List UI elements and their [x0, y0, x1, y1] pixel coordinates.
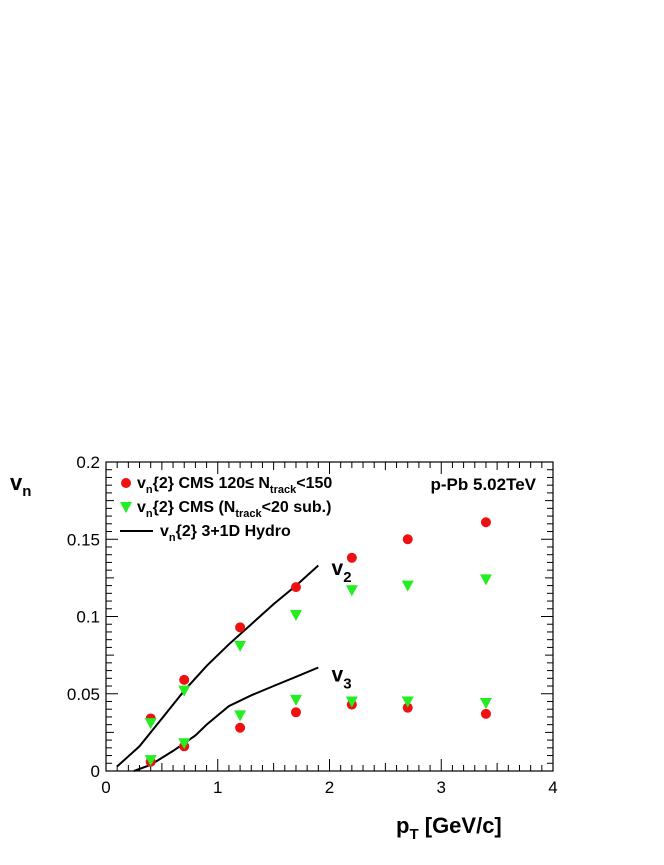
legend-text-part: <150 — [296, 475, 332, 492]
data-point-triangle-v3 — [345, 696, 358, 708]
data-point-triangle-v3 — [479, 698, 492, 710]
hydro-curve-v3 — [133, 666, 319, 772]
y-tick-label: 0.15 — [67, 530, 100, 549]
annotation-main: v — [332, 663, 344, 686]
legend-text-part: n — [146, 484, 153, 496]
hydro-curves — [116, 564, 319, 772]
x-tick-label: 4 — [548, 778, 557, 797]
legend-text-part: n — [169, 532, 176, 544]
data-point-triangle-v2 — [479, 574, 492, 586]
data-point-triangle-v2 — [289, 609, 302, 621]
data-point-circle-v2 — [480, 517, 491, 528]
x-tick-label: 0 — [101, 778, 110, 797]
legend-text-part: track — [235, 508, 262, 520]
y-tick-label: 0 — [91, 762, 100, 781]
legend-entry-text: vn{2} 3+1D Hydro — [160, 523, 291, 544]
data-point-circle-v2 — [179, 674, 190, 685]
legend-text-part: {2} 3+1D Hydro — [176, 523, 291, 540]
data-point-triangle-v3 — [401, 696, 414, 708]
annotation-v3: v3 — [332, 663, 352, 692]
data-point-circle-v2 — [402, 534, 413, 545]
legend-text-part: track — [270, 484, 297, 496]
legend-text-part: <20 sub.) — [262, 499, 332, 516]
legend-text-part: {2} CMS (N — [153, 499, 236, 516]
y-tick-label: 0.1 — [76, 608, 100, 627]
legend-marker-circle — [121, 478, 131, 488]
y-tick-label: 0.2 — [76, 453, 100, 472]
data-point-triangle-v3 — [234, 710, 247, 722]
data-point-triangle-v3 — [289, 694, 302, 706]
annotation-sub: 2 — [343, 569, 351, 586]
annotation-main: v — [332, 557, 344, 580]
legend-text-part: v — [160, 523, 169, 540]
data-markers — [144, 517, 492, 767]
legend-text-part: v — [137, 475, 146, 492]
data-point-circle-v3 — [290, 707, 301, 718]
legend-text-part: v — [137, 499, 146, 516]
data-point-circle-v2 — [235, 622, 246, 633]
data-point-circle-v2 — [346, 552, 357, 563]
collision-label: p-Pb 5.02TeV — [431, 475, 537, 494]
x-tick-labels: 0 1 2 3 4 — [101, 778, 557, 797]
data-point-triangle-v2 — [401, 580, 414, 592]
legend-entry-text: vn{2} CMS 120≤ Ntrack<150 — [137, 475, 332, 496]
axis-ticks — [105, 461, 554, 772]
x-axis-label: pT [GeV/c] — [396, 813, 502, 843]
y-axis-label: vn — [10, 470, 31, 500]
legend-entry-text: vn{2} CMS (Ntrack<20 sub.) — [137, 499, 331, 520]
data-point-triangle-v2 — [234, 640, 247, 652]
annotation-v2: v2 — [332, 557, 352, 586]
data-point-circle-v3 — [480, 708, 491, 719]
data-point-triangle-v2 — [178, 685, 191, 697]
legend-text-part: {2} CMS 120≤ N — [153, 475, 270, 492]
legend-marker-triangle — [120, 502, 132, 513]
data-point-circle-v3 — [235, 722, 246, 733]
data-point-circle-v2 — [290, 582, 301, 593]
data-point-triangle-v3 — [144, 755, 157, 767]
data-point-triangle-v3 — [178, 738, 191, 750]
hydro-curve-v2 — [116, 564, 319, 768]
annotation-sub: 3 — [343, 675, 351, 692]
legend-text-part: n — [146, 508, 153, 520]
x-tick-label: 1 — [213, 778, 222, 797]
data-point-circle-v3 — [402, 702, 413, 713]
data-point-triangle-v2 — [345, 585, 358, 597]
y-tick-labels: 0 0.05 0.1 0.15 0.2 — [67, 453, 100, 781]
x-tick-label: 2 — [325, 778, 334, 797]
data-point-triangle-v2 — [144, 718, 157, 730]
y-tick-label: 0.05 — [67, 685, 100, 704]
x-tick-label: 3 — [437, 778, 446, 797]
